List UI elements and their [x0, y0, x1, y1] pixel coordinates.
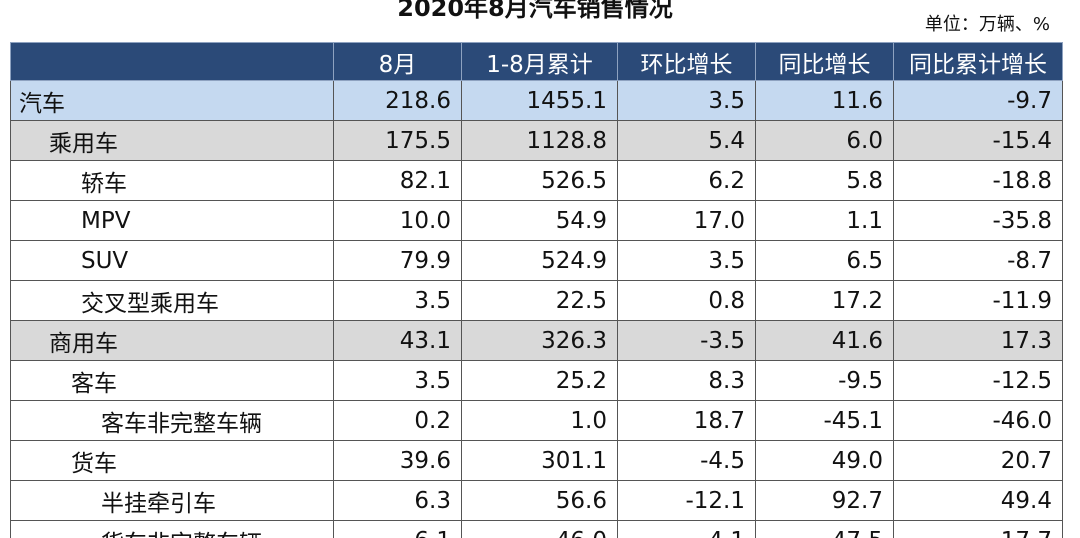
- table-row: SUV 79.9 524.9 3.5 6.5 -8.7: [10, 240, 1063, 281]
- table-body: 汽车 218.6 1455.1 3.5 11.6 -9.7 乘用车 175.5 1128.8 5.…: [10, 80, 1063, 538]
- cell-value: 56.6: [461, 480, 618, 521]
- row-label: 商用车: [10, 320, 334, 361]
- row-label: 半挂牵引车: [10, 480, 334, 521]
- cell-value: 49.0: [755, 440, 894, 481]
- row-label: 客车非完整车辆: [10, 400, 334, 441]
- column-header: [10, 42, 334, 81]
- row-label: MPV: [10, 200, 334, 241]
- cell-value: -9.7: [893, 80, 1063, 121]
- cell-value: 79.9: [333, 240, 462, 281]
- cell-value: 8.3: [617, 360, 756, 401]
- cell-value: 4.1: [617, 520, 756, 538]
- cell-value: 82.1: [333, 160, 462, 201]
- cell-value: 92.7: [755, 480, 894, 521]
- cell-value: 1.1: [755, 200, 894, 241]
- cell-value: 6.5: [755, 240, 894, 281]
- cell-value: 326.3: [461, 320, 618, 361]
- cell-value: 5.4: [617, 120, 756, 161]
- cell-value: 6.2: [617, 160, 756, 201]
- column-header: 同比增长: [755, 42, 894, 81]
- cell-value: 3.5: [617, 80, 756, 121]
- column-header: 同比累计增长: [893, 42, 1063, 81]
- cell-value: -9.5: [755, 360, 894, 401]
- row-label: 货车: [10, 440, 334, 481]
- cell-value: 49.4: [893, 480, 1063, 521]
- cell-value: 526.5: [461, 160, 618, 201]
- table-row: MPV 10.0 54.9 17.0 1.1 -35.8: [10, 200, 1063, 241]
- table-row: 汽车 218.6 1455.1 3.5 11.6 -9.7: [10, 80, 1063, 121]
- cell-value: 39.6: [333, 440, 462, 481]
- row-label: 客车: [10, 360, 334, 401]
- cell-value: 3.5: [333, 280, 462, 321]
- cell-value: -18.8: [893, 160, 1063, 201]
- cell-value: 218.6: [333, 80, 462, 121]
- cell-value: 5.8: [755, 160, 894, 201]
- table-row: 交叉型乘用车 3.5 22.5 0.8 17.2 -11.9: [10, 280, 1063, 321]
- row-label: 货车非完整车辆: [10, 520, 334, 538]
- cell-value: 11.6: [755, 80, 894, 121]
- column-header: 环比增长: [617, 42, 756, 81]
- column-header: 1-8月累计: [461, 42, 618, 81]
- sales-table: 8月 1-8月累计 环比增长 同比增长 同比累计增长 汽车 218.6 1455.1 3.5 1…: [10, 42, 1063, 538]
- cell-value: -8.7: [893, 240, 1063, 281]
- cell-value: 6.1: [333, 520, 462, 538]
- cell-value: 6.3: [333, 480, 462, 521]
- cell-value: -11.9: [893, 280, 1063, 321]
- row-label: 轿车: [10, 160, 334, 201]
- row-label: 汽车: [10, 80, 334, 121]
- table-row: 货车非完整车辆6.146.04.147.517.7: [10, 520, 1063, 538]
- cell-value: 1.0: [461, 400, 618, 441]
- cell-value: 0.8: [617, 280, 756, 321]
- cell-value: 17.3: [893, 320, 1063, 361]
- cell-value: 41.6: [755, 320, 894, 361]
- cell-value: 17.7: [893, 520, 1063, 538]
- table-row: 商用车 43.1 326.3 -3.5 41.6 17.3: [10, 320, 1063, 361]
- header-row: 8月 1-8月累计 环比增长 同比增长 同比累计增长: [10, 42, 1063, 81]
- cell-value: 46.0: [461, 520, 618, 538]
- cell-value: 17.2: [755, 280, 894, 321]
- cell-value: 3.5: [333, 360, 462, 401]
- cell-value: -15.4: [893, 120, 1063, 161]
- row-label: 交叉型乘用车: [10, 280, 334, 321]
- cell-value: -12.5: [893, 360, 1063, 401]
- cell-value: -45.1: [755, 400, 894, 441]
- cell-value: -46.0: [893, 400, 1063, 441]
- cell-value: 1128.8: [461, 120, 618, 161]
- table-row: 客车 3.5 25.2 8.3 -9.5 -12.5: [10, 360, 1063, 401]
- title: 2020年8月汽车销售情况: [397, 0, 673, 22]
- cell-value: 43.1: [333, 320, 462, 361]
- unit: 单位：万辆、%: [924, 14, 1050, 35]
- table-row: 货车 39.6 301.1 -4.5 49.0 20.7: [10, 440, 1063, 481]
- table-row: 半挂牵引车 6.3 56.6 -12.1 92.7 49.4: [10, 480, 1063, 521]
- row-label: SUV: [10, 240, 334, 281]
- cell-value: 10.0: [333, 200, 462, 241]
- cell-value: 22.5: [461, 280, 618, 321]
- cell-value: 25.2: [461, 360, 618, 401]
- cell-value: -3.5: [617, 320, 756, 361]
- cell-value: 20.7: [893, 440, 1063, 481]
- cell-value: -4.5: [617, 440, 756, 481]
- table-row: 轿车 82.1 526.5 6.2 5.8 -18.8: [10, 160, 1063, 201]
- cell-value: 17.0: [617, 200, 756, 241]
- cell-value: 1455.1: [461, 80, 618, 121]
- cell-value: 6.0: [755, 120, 894, 161]
- table-row: 客车非完整车辆 0.2 1.0 18.7 -45.1 -46.0: [10, 400, 1063, 441]
- cell-value: -35.8: [893, 200, 1063, 241]
- table-row: 乘用车 175.5 1128.8 5.4 6.0 -15.4: [10, 120, 1063, 161]
- cell-value: 524.9: [461, 240, 618, 281]
- cell-value: 54.9: [461, 200, 618, 241]
- cell-value: 0.2: [333, 400, 462, 441]
- row-label: 乘用车: [10, 120, 334, 161]
- cell-value: 301.1: [461, 440, 618, 481]
- cell-value: 18.7: [617, 400, 756, 441]
- cell-value: 47.5: [755, 520, 894, 538]
- cell-value: 3.5: [617, 240, 756, 281]
- column-header: 8月: [333, 42, 462, 81]
- cell-value: -12.1: [617, 480, 756, 521]
- cell-value: 175.5: [333, 120, 462, 161]
